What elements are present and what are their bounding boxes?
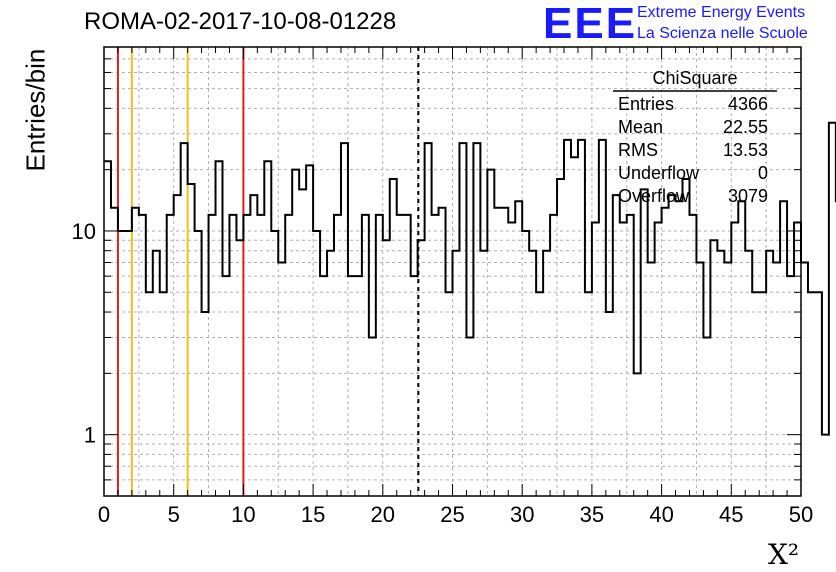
y-tick-label: 10 bbox=[72, 219, 96, 244]
x-tick-label: 40 bbox=[649, 502, 673, 527]
stats-label: Overflow bbox=[618, 186, 690, 206]
stats-label: Mean bbox=[618, 117, 663, 137]
x-tick-label: 5 bbox=[168, 502, 180, 527]
stats-value: 13.53 bbox=[723, 140, 768, 160]
y-axis-label: Entries/bin bbox=[20, 48, 51, 172]
x-tick-label: 50 bbox=[789, 502, 813, 527]
stats-title: ChiSquare bbox=[652, 68, 737, 88]
stats-value: 22.55 bbox=[723, 117, 768, 137]
x-tick-label: 10 bbox=[231, 502, 255, 527]
chart-title: ROMA-02-2017-10-08-01228 bbox=[84, 8, 397, 35]
x-tick-label: 25 bbox=[440, 502, 464, 527]
x-tick-label: 45 bbox=[719, 502, 743, 527]
stats-label: RMS bbox=[618, 140, 658, 160]
x-tick-label: 35 bbox=[580, 502, 604, 527]
stats-value: 0 bbox=[758, 163, 768, 183]
stats-label: Underflow bbox=[618, 163, 700, 183]
x-axis-label: X² bbox=[768, 538, 800, 571]
eee-tagline-1: Extreme Energy Events bbox=[637, 4, 806, 21]
histogram-series bbox=[104, 121, 836, 436]
stats-value: 4366 bbox=[728, 94, 768, 114]
x-tick-label: 30 bbox=[510, 502, 534, 527]
x-tick-label: 15 bbox=[301, 502, 325, 527]
eee-logo: EEE bbox=[543, 0, 638, 48]
x-tick-label: 0 bbox=[98, 502, 110, 527]
stats-value: 3079 bbox=[728, 186, 768, 206]
eee-tagline-2: La Scienza nelle Scuole bbox=[637, 25, 808, 42]
stats-label: Entries bbox=[618, 94, 674, 114]
y-tick-label: 1 bbox=[84, 423, 96, 448]
x-tick-label: 20 bbox=[371, 502, 395, 527]
